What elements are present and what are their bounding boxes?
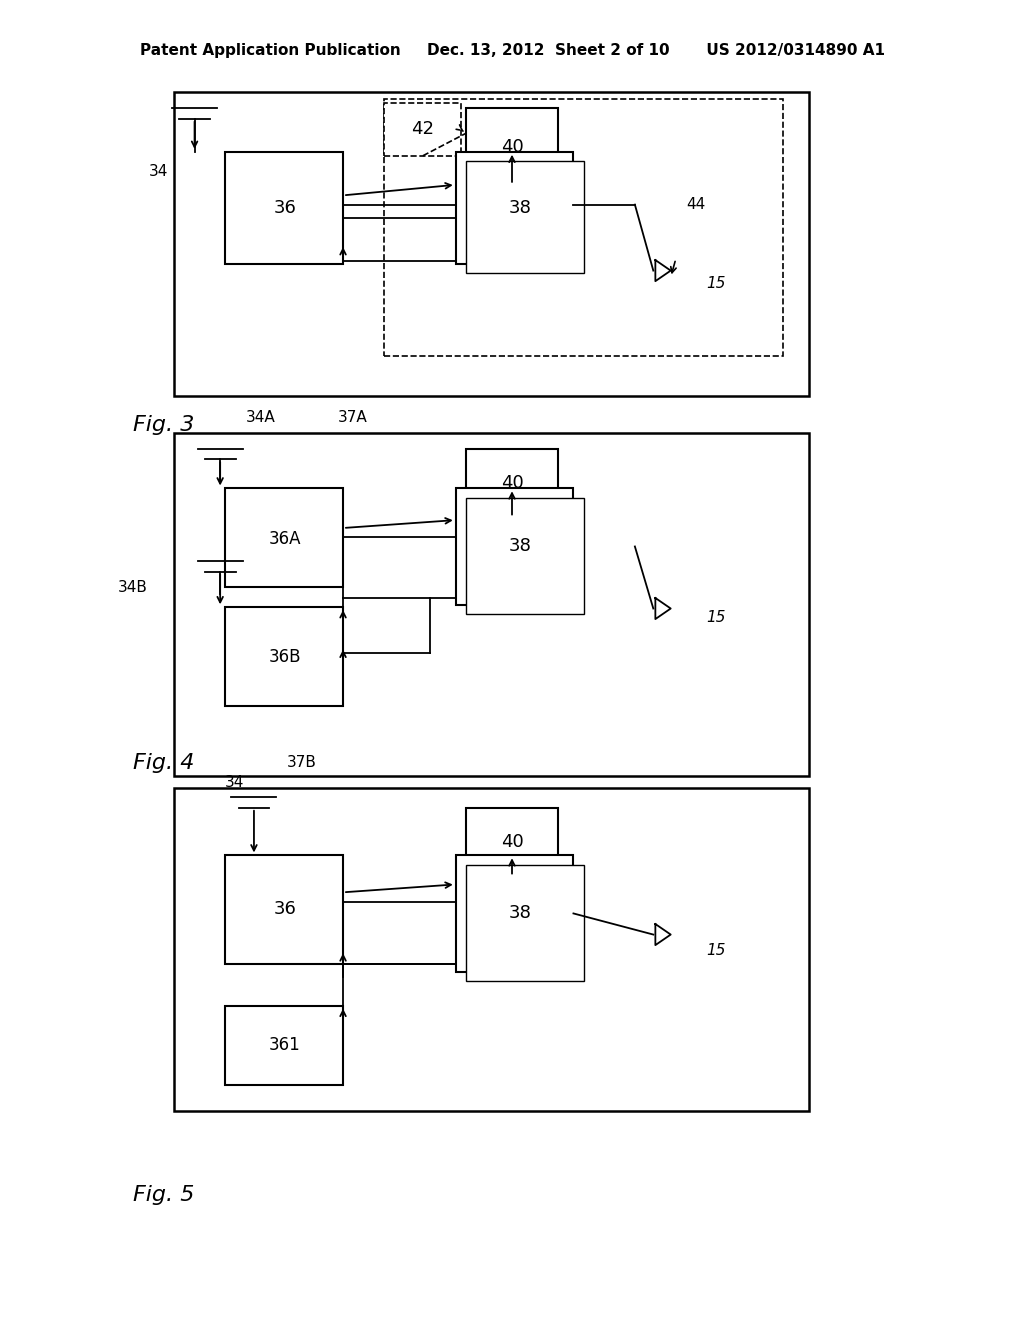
Text: Fig. 5: Fig. 5 [133,1184,195,1205]
FancyBboxPatch shape [466,161,584,273]
Text: 37A: 37A [338,409,368,425]
FancyBboxPatch shape [225,152,343,264]
Text: 44: 44 [686,197,706,213]
Text: 15: 15 [707,942,726,958]
FancyBboxPatch shape [174,433,809,776]
Text: 38: 38 [509,904,531,923]
FancyBboxPatch shape [456,152,573,264]
Text: 36B: 36B [268,648,301,667]
FancyBboxPatch shape [466,449,558,517]
Text: 40: 40 [501,137,523,156]
FancyBboxPatch shape [466,498,584,614]
Text: 361: 361 [268,1036,301,1055]
Text: 37B: 37B [287,755,316,771]
Text: 38: 38 [509,537,531,556]
Text: 38: 38 [509,199,531,216]
Text: 42: 42 [412,120,434,139]
Text: 36: 36 [273,900,296,919]
FancyBboxPatch shape [384,103,461,156]
FancyBboxPatch shape [225,488,343,587]
Text: 40: 40 [501,833,523,851]
FancyBboxPatch shape [225,1006,343,1085]
Text: 34A: 34A [246,409,275,425]
FancyBboxPatch shape [225,607,343,706]
Text: 36: 36 [273,199,296,216]
FancyBboxPatch shape [466,808,558,876]
Text: 15: 15 [707,276,726,292]
Text: Patent Application Publication     Dec. 13, 2012  Sheet 2 of 10       US 2012/03: Patent Application Publication Dec. 13, … [139,42,885,58]
FancyBboxPatch shape [456,488,573,605]
FancyBboxPatch shape [456,855,573,972]
Text: Fig. 3: Fig. 3 [133,414,195,436]
Text: 36A: 36A [268,529,301,548]
Text: 34: 34 [150,164,168,180]
FancyBboxPatch shape [174,92,809,396]
FancyBboxPatch shape [174,788,809,1111]
Text: 15: 15 [707,610,726,626]
Text: 40: 40 [501,474,523,492]
Text: 34B: 34B [118,579,148,595]
FancyBboxPatch shape [466,108,558,185]
Text: Fig. 4: Fig. 4 [133,752,195,774]
FancyBboxPatch shape [225,855,343,964]
Text: 34: 34 [225,775,245,791]
FancyBboxPatch shape [466,865,584,981]
